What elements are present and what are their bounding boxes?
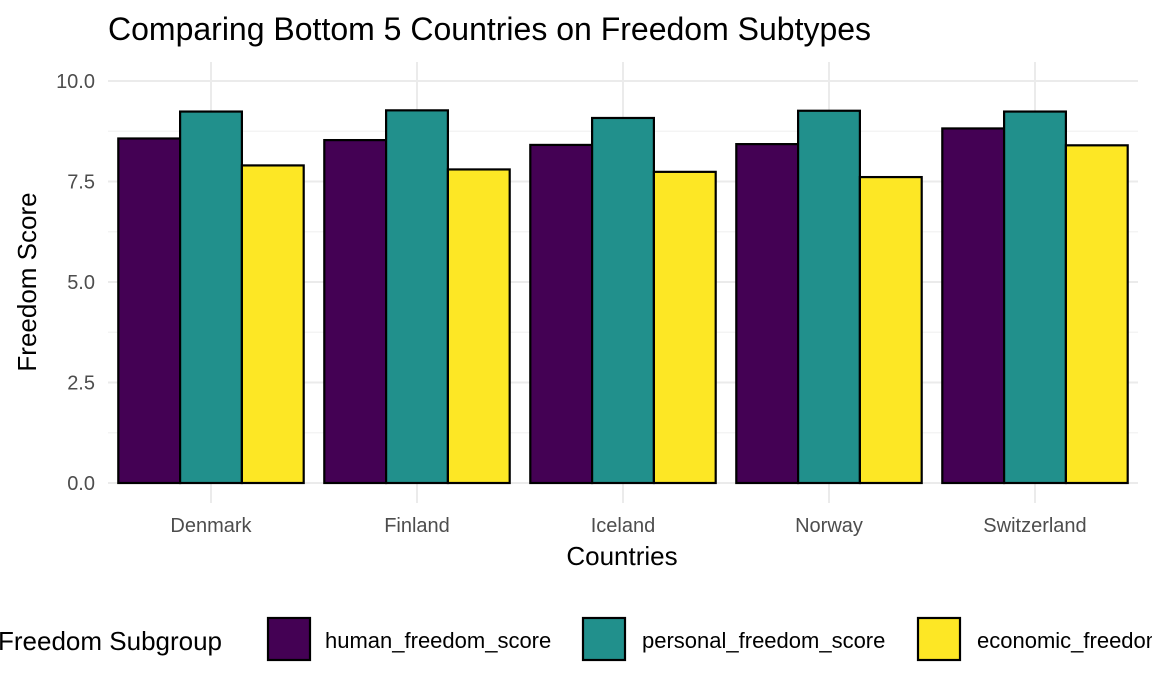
bar-human_freedom_score-norway [735, 143, 800, 485]
x-tick-label-norway: Norway [795, 515, 863, 537]
y-tick-label: 2.5 [67, 373, 95, 395]
y-tick-label: 10.0 [56, 71, 95, 93]
bar-personal_freedom_score-finland [385, 109, 450, 485]
bar-human_freedom_score-finland [323, 138, 388, 485]
legend-key-personal_freedom_score [581, 616, 627, 662]
bar-economic_freedom_score-finland [446, 168, 511, 485]
x-tick-label-iceland: Iceland [591, 515, 656, 537]
bar-economic_freedom_score-switzerland [1064, 144, 1129, 485]
y-tick-label: 7.5 [67, 172, 95, 194]
legend: Freedom Subgroup human_freedom_score pers… [0, 616, 1152, 662]
bar-human_freedom_score-denmark [117, 137, 182, 485]
chart-title: Comparing Bottom 5 Countries on Freedom … [108, 11, 871, 47]
legend-key-economic_freedom_score [916, 616, 962, 662]
bar-personal_freedom_score-iceland [590, 116, 655, 485]
bar-economic_freedom_score-denmark [240, 164, 305, 485]
legend-label-economic_freedom_score: economic_freedom_score [977, 628, 1152, 653]
y-tick-label: 0.0 [67, 473, 95, 495]
x-axis-title: Countries [566, 541, 677, 571]
bar-economic_freedom_score-norway [858, 175, 923, 485]
y-axis-title: Freedom Score [12, 192, 42, 371]
bar-human_freedom_score-switzerland [941, 127, 1006, 485]
legend-label-personal_freedom_score: personal_freedom_score [642, 628, 885, 653]
bar-personal_freedom_score-switzerland [1002, 110, 1067, 485]
legend-label-human_freedom_score: human_freedom_score [325, 628, 551, 653]
x-tick-label-denmark: Denmark [170, 515, 252, 537]
y-tick-label: 5.0 [67, 272, 95, 294]
y-axis-ticks: 0.0 2.5 5.0 7.5 10.0 [56, 71, 95, 495]
bar-economic_freedom_score-iceland [652, 170, 717, 485]
bar-personal_freedom_score-denmark [179, 110, 244, 485]
bar-human_freedom_score-iceland [529, 143, 594, 485]
legend-title: Freedom Subgroup [0, 626, 222, 656]
x-tick-label-finland: Finland [384, 515, 450, 537]
bar-personal_freedom_score-norway [796, 109, 861, 485]
x-axis-ticks: Denmark Finland Iceland Norway Switzerland [170, 515, 1086, 537]
x-tick-label-switzerland: Switzerland [983, 515, 1086, 537]
legend-key-human_freedom_score [266, 616, 312, 662]
bars [117, 109, 1129, 485]
